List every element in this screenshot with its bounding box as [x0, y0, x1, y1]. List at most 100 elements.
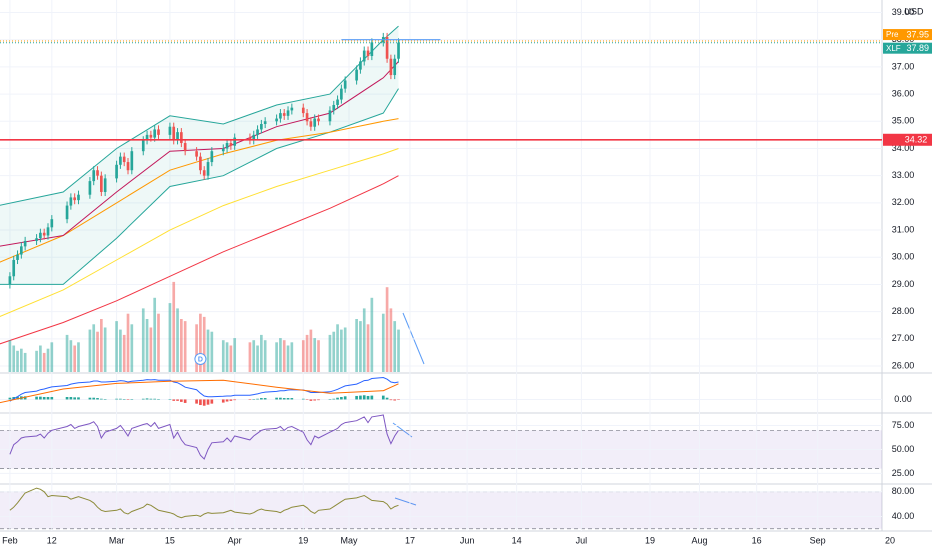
- macd-histogram: [370, 395, 374, 400]
- candle-body: [130, 151, 134, 171]
- candle-body: [96, 170, 99, 176]
- candle-body: [126, 162, 130, 171]
- volume-bar: [336, 324, 339, 372]
- macd-histogram: [73, 397, 77, 400]
- macd-histogram: [130, 399, 134, 400]
- macd-histogram: [256, 398, 259, 400]
- candle-body: [389, 58, 393, 76]
- macd-histogram: [336, 397, 339, 400]
- dividend-label: D: [198, 356, 203, 363]
- macd-histogram: [180, 399, 183, 402]
- volume-bar: [225, 342, 229, 372]
- macd-histogram: [183, 399, 187, 403]
- candle-body: [366, 50, 370, 57]
- y-tick-label: 31.00: [892, 224, 915, 234]
- volume-bar: [286, 345, 290, 372]
- macd-histogram: [50, 397, 54, 400]
- volume-bar: [309, 329, 313, 372]
- candle-body: [69, 197, 73, 206]
- macd-histogram: [122, 399, 126, 400]
- bollinger-fill: [0, 26, 399, 285]
- macd-histogram: [393, 399, 397, 401]
- volume-bar: [130, 324, 134, 372]
- volume-bar: [328, 334, 332, 372]
- candle-body: [305, 113, 309, 122]
- price-tag: [883, 29, 932, 41]
- x-tick-label: Apr: [228, 535, 242, 545]
- band-background: [0, 491, 882, 529]
- volume-bar: [180, 319, 183, 372]
- macd-histogram: [145, 398, 149, 400]
- macd-histogram: [69, 397, 73, 400]
- price-tag: [883, 42, 932, 54]
- candle-body: [359, 61, 362, 70]
- macd-histogram: [23, 396, 27, 400]
- candle-body: [313, 118, 317, 127]
- candle-body: [168, 126, 172, 135]
- y-tick-label: 39.00: [892, 7, 915, 17]
- macd-histogram: [126, 399, 130, 400]
- candle-body: [290, 107, 294, 111]
- candle-body: [340, 88, 343, 100]
- volume-bar: [8, 340, 12, 372]
- candle-body: [225, 143, 229, 149]
- macd-histogram: [301, 398, 305, 400]
- volume-bar: [260, 334, 263, 372]
- candle-body: [328, 110, 332, 122]
- macd-histogram: [153, 398, 157, 400]
- volume-bar: [65, 334, 69, 372]
- volume-bar: [340, 329, 343, 372]
- volume-bar: [141, 308, 145, 372]
- macd-histogram: [77, 397, 80, 400]
- volume-bar: [332, 331, 336, 372]
- volume-bar: [168, 303, 172, 372]
- volume-bar: [221, 340, 225, 372]
- macd-histogram: [119, 398, 122, 400]
- volume-bar: [183, 321, 187, 372]
- x-tick-label: 15: [165, 535, 175, 545]
- volume-bar: [389, 308, 393, 372]
- candle-body: [263, 121, 267, 124]
- candle-body: [199, 156, 202, 171]
- macd-histogram: [359, 395, 362, 400]
- macd-signal: [0, 379, 399, 404]
- volume-bar: [397, 329, 400, 372]
- macd-histogram: [233, 399, 237, 401]
- candle-body: [301, 107, 305, 114]
- macd-histogram: [172, 399, 176, 401]
- macd-histogram: [389, 399, 393, 401]
- candle-body: [23, 240, 27, 247]
- volume-bar: [92, 324, 96, 372]
- candle-body: [119, 156, 122, 165]
- y-tick-label: 27.00: [892, 333, 915, 343]
- macd-histogram: [115, 398, 118, 400]
- candle-body: [336, 99, 339, 105]
- price-tag-name: XLF: [886, 44, 901, 53]
- volume-bar: [199, 313, 202, 372]
- macd-histogram: [229, 399, 233, 401]
- macd-histogram: [39, 396, 42, 400]
- volume-bar: [23, 352, 27, 372]
- y-tick-label: 28.00: [892, 306, 915, 316]
- oscillator-line: [9, 487, 399, 519]
- y-tick-label: 36.00: [892, 88, 915, 98]
- macd-histogram: [343, 396, 347, 400]
- candle-body: [46, 227, 50, 236]
- volume-bar: [39, 345, 42, 372]
- candle-body: [260, 124, 263, 130]
- candle-body: [12, 259, 16, 277]
- candle-body: [256, 129, 259, 135]
- volume-bar: [210, 331, 214, 372]
- volume-bar: [16, 350, 19, 372]
- candle-body: [65, 205, 69, 220]
- volume-bar: [73, 345, 77, 372]
- macd-histogram: [305, 399, 309, 400]
- macd-histogram: [275, 397, 278, 400]
- candle-body: [393, 58, 397, 76]
- y-tick-label: 34.00: [892, 143, 915, 153]
- macd-histogram: [149, 398, 153, 400]
- candle-body: [39, 232, 42, 239]
- volume-bar: [206, 329, 210, 372]
